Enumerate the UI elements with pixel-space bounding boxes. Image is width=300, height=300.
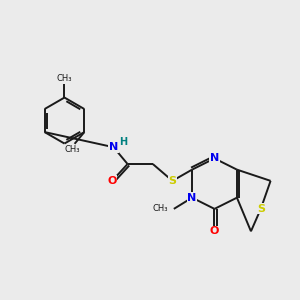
Text: N: N bbox=[188, 193, 197, 203]
Text: S: S bbox=[257, 204, 265, 214]
Text: H: H bbox=[119, 136, 128, 147]
Text: CH₃: CH₃ bbox=[152, 204, 168, 213]
Text: CH₃: CH₃ bbox=[57, 74, 72, 83]
Text: O: O bbox=[107, 176, 117, 186]
Text: CH₃: CH₃ bbox=[64, 145, 80, 154]
Text: O: O bbox=[210, 226, 219, 236]
Text: N: N bbox=[210, 153, 219, 164]
Text: N: N bbox=[109, 142, 118, 152]
Text: S: S bbox=[168, 176, 176, 186]
